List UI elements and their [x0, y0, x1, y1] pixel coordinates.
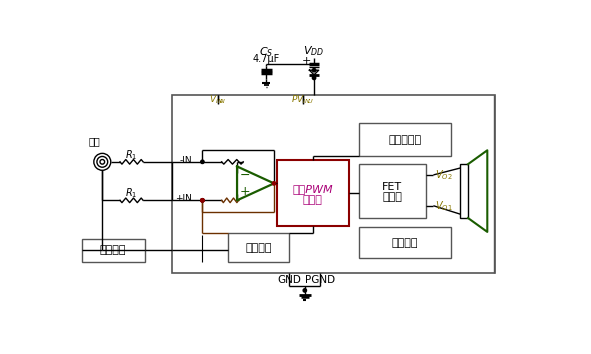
Text: +: + — [301, 56, 311, 66]
Bar — [359, 164, 426, 218]
Circle shape — [100, 160, 105, 164]
Circle shape — [313, 76, 316, 80]
Bar — [460, 164, 468, 218]
Text: 输入: 输入 — [89, 136, 100, 146]
Circle shape — [201, 160, 204, 164]
Text: PGND: PGND — [305, 275, 335, 285]
Text: GND: GND — [278, 275, 301, 285]
Bar — [82, 239, 145, 262]
Text: 驱动器: 驱动器 — [382, 192, 402, 202]
Text: 内部振荡器: 内部振荡器 — [388, 135, 421, 145]
Text: −: − — [239, 169, 250, 182]
Text: $R_1$: $R_1$ — [125, 148, 138, 162]
Circle shape — [201, 199, 204, 202]
Bar — [171, 95, 495, 274]
Text: 4.7μF: 4.7μF — [253, 55, 280, 64]
Circle shape — [272, 182, 276, 185]
Text: 调制器: 调制器 — [303, 195, 323, 205]
Text: $V_{DD}$: $V_{DD}$ — [303, 44, 324, 58]
Text: +: + — [239, 184, 250, 198]
Circle shape — [201, 199, 204, 202]
Circle shape — [97, 156, 108, 167]
Bar — [359, 123, 451, 156]
Bar — [228, 233, 290, 262]
Text: 偏置电路: 偏置电路 — [245, 243, 272, 253]
Bar — [277, 160, 349, 226]
Circle shape — [201, 199, 204, 202]
Text: $PV_{IN\!\!U}$: $PV_{IN\!\!U}$ — [291, 94, 314, 107]
Bar — [359, 227, 451, 258]
Text: $V_{O2}$: $V_{O2}$ — [435, 168, 453, 182]
Text: FET: FET — [382, 182, 402, 192]
Text: $C_S$: $C_S$ — [259, 45, 274, 59]
Text: $R_1$: $R_1$ — [125, 187, 138, 200]
Text: 噪声抑制: 噪声抑制 — [392, 238, 418, 248]
Text: $V_{IN\!\!N}$: $V_{IN\!\!N}$ — [209, 94, 226, 107]
Circle shape — [313, 69, 316, 72]
Text: 关断控制: 关断控制 — [100, 245, 126, 255]
Text: -IN: -IN — [180, 156, 193, 165]
Text: +IN: +IN — [176, 194, 193, 203]
Circle shape — [94, 153, 111, 170]
Circle shape — [303, 289, 307, 292]
Text: 扩频PWM: 扩频PWM — [293, 184, 333, 194]
Text: $V_{O1}$: $V_{O1}$ — [435, 199, 453, 213]
